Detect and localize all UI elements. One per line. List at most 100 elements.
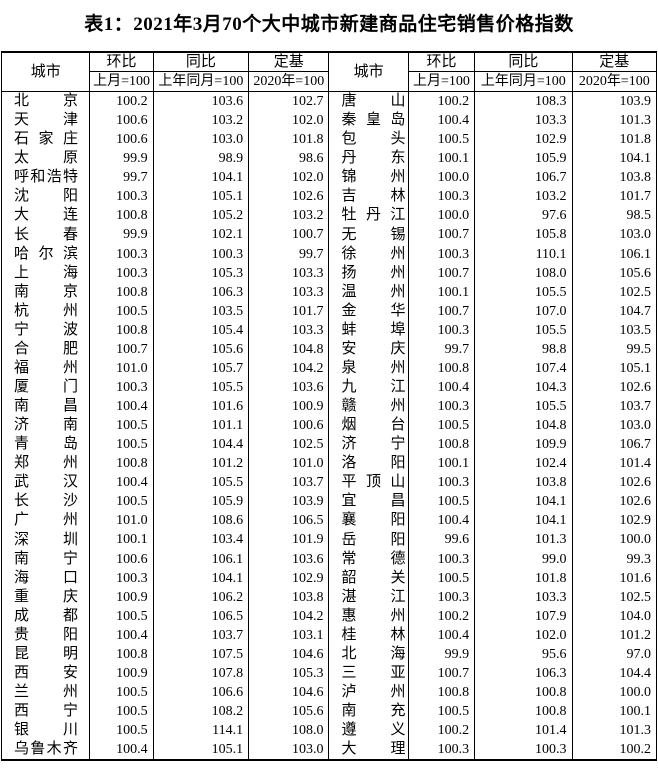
table-row: 郑州 100.8 101.2 101.0 洛阳 100.1 102.4 101.4 [0, 454, 658, 474]
city-name: 西安 [0, 663, 91, 683]
city-name: 太原 [0, 149, 91, 169]
yoy-value: 103.5 [152, 301, 250, 321]
mom-value: 100.5 [89, 416, 154, 436]
yoy-value: 105.9 [152, 492, 250, 512]
city-name: 济宁 [328, 435, 409, 455]
header-yoy-sub-right: 上年同月=100 [474, 71, 573, 92]
yoy-value: 107.0 [474, 301, 573, 321]
mom-value: 99.6 [407, 530, 476, 550]
city-name: 南充 [328, 702, 409, 722]
city-name: 平顶山 [328, 473, 409, 493]
mom-value: 100.5 [89, 435, 154, 455]
city-name: 青岛 [0, 435, 91, 455]
city-name: 南宁 [0, 549, 91, 569]
base-value: 101.3 [571, 111, 658, 131]
mom-value: 100.5 [407, 492, 476, 512]
base-value: 104.2 [248, 358, 330, 378]
yoy-value: 103.0 [152, 130, 250, 150]
mom-value: 100.3 [407, 587, 476, 607]
table-row: 广州 101.0 108.6 106.5 襄阳 100.4 104.1 102.9 [0, 511, 658, 531]
base-value: 102.0 [248, 111, 330, 131]
mom-value: 100.0 [407, 206, 476, 226]
yoy-value: 108.3 [474, 91, 573, 112]
yoy-value: 103.3 [474, 587, 573, 607]
city-name: 福州 [0, 358, 91, 378]
base-value: 101.7 [248, 301, 330, 321]
city-name: 常德 [328, 549, 409, 569]
mom-value: 100.3 [407, 320, 476, 340]
city-name: 长沙 [0, 492, 91, 512]
base-value: 101.8 [248, 130, 330, 150]
header-yoy-left: 同比 [152, 51, 250, 72]
city-name: 厦门 [0, 377, 91, 397]
yoy-value: 101.3 [474, 530, 573, 550]
city-name: 锦州 [328, 168, 409, 188]
city-name: 岳阳 [328, 530, 409, 550]
mom-value: 100.5 [407, 568, 476, 588]
table-row: 上海 100.3 105.3 103.3 扬州 100.7 108.0 105.6 [0, 263, 658, 283]
table-row: 乌鲁木齐 100.4 105.1 103.0 大理 100.3 100.3 100.2 [0, 740, 658, 761]
mom-value: 100.5 [89, 721, 154, 741]
city-name: 湛江 [328, 587, 409, 607]
yoy-value: 106.1 [152, 549, 250, 569]
city-name: 秦皇岛 [328, 111, 409, 131]
yoy-value: 102.4 [474, 454, 573, 474]
city-name: 成都 [0, 606, 91, 626]
base-value: 104.4 [571, 663, 658, 683]
table-row: 西安 100.9 107.8 105.3 三亚 100.7 106.3 104.4 [0, 663, 658, 683]
city-name: 吉林 [328, 187, 409, 207]
base-value: 102.5 [571, 587, 658, 607]
city-name: 上海 [0, 263, 91, 283]
yoy-value: 101.1 [152, 416, 250, 436]
table-row: 成都 100.5 106.5 104.2 惠州 100.2 107.9 104.0 [0, 606, 658, 626]
mom-value: 100.5 [407, 702, 476, 722]
city-name: 徐州 [328, 244, 409, 264]
table-row: 大连 100.8 105.2 103.2 牡丹江 100.0 97.6 98.5 [0, 206, 658, 226]
base-value: 104.8 [248, 339, 330, 359]
table-row: 天津 100.6 103.2 102.0 秦皇岛 100.4 103.3 101.3 [0, 111, 658, 131]
base-value: 105.6 [571, 263, 658, 283]
mom-value: 100.3 [407, 187, 476, 207]
mom-value: 100.3 [407, 473, 476, 493]
yoy-value: 98.8 [474, 339, 573, 359]
base-value: 103.0 [571, 416, 658, 436]
header-base-left: 定基 [248, 51, 330, 72]
yoy-value: 105.3 [152, 263, 250, 283]
city-name: 郑州 [0, 454, 91, 474]
mom-value: 100.1 [407, 454, 476, 474]
base-value: 106.5 [248, 511, 330, 531]
table-row: 长沙 100.5 105.9 103.9 宜昌 100.5 104.1 102.6 [0, 492, 658, 512]
base-value: 99.5 [571, 339, 658, 359]
city-name: 惠州 [328, 606, 409, 626]
yoy-value: 104.8 [474, 416, 573, 436]
city-name: 桂林 [328, 625, 409, 645]
header-mom-sub-left: 上月=100 [89, 71, 154, 92]
city-name: 泸州 [328, 682, 409, 702]
city-name: 丹东 [328, 149, 409, 169]
yoy-value: 106.6 [152, 682, 250, 702]
yoy-value: 105.4 [152, 320, 250, 340]
mom-value: 100.1 [89, 530, 154, 550]
base-value: 105.1 [571, 358, 658, 378]
yoy-value: 110.1 [474, 244, 573, 264]
table-row: 南京 100.8 106.3 103.3 温州 100.1 105.5 102.5 [0, 282, 658, 302]
city-name: 广州 [0, 511, 91, 531]
mom-value: 99.9 [407, 644, 476, 664]
mom-value: 100.5 [89, 301, 154, 321]
mom-value: 100.9 [89, 587, 154, 607]
yoy-value: 102.9 [474, 130, 573, 150]
base-value: 102.6 [571, 492, 658, 512]
yoy-value: 101.6 [152, 397, 250, 417]
base-value: 102.9 [248, 568, 330, 588]
mom-value: 100.9 [89, 663, 154, 683]
mom-value: 100.4 [407, 511, 476, 531]
mom-value: 100.4 [407, 377, 476, 397]
base-value: 102.5 [248, 435, 330, 455]
city-name: 呼和浩特 [0, 168, 91, 188]
base-value: 100.0 [571, 530, 658, 550]
header-base-sub-left: 2020年=100 [248, 71, 330, 92]
price-index-table: 城市 环比 同比 定基 城市 环比 同比 定基 上月=100 上年同月=100 … [0, 51, 658, 762]
base-value: 106.7 [571, 435, 658, 455]
yoy-value: 105.5 [152, 377, 250, 397]
base-value: 103.0 [248, 740, 330, 761]
